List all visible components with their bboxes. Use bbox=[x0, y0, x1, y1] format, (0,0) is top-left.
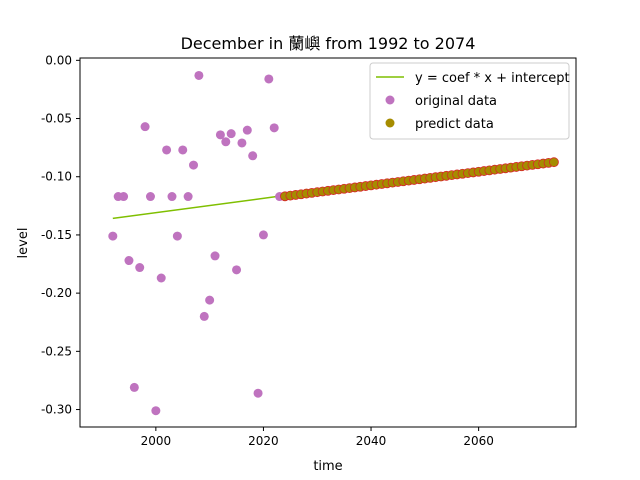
original-data-point bbox=[232, 265, 242, 275]
axis-ticks: 2000 2020 2040 2060 0.00 -0.05 -0.10 -0.15 -0.20… bbox=[41, 53, 494, 448]
plot-marks bbox=[108, 70, 559, 416]
original-data-point bbox=[210, 251, 220, 261]
original-data-point bbox=[269, 123, 279, 133]
original-data-point bbox=[172, 231, 182, 241]
original-data-point bbox=[135, 263, 145, 273]
original-data-point bbox=[178, 145, 188, 155]
original-data-point bbox=[221, 137, 231, 147]
original-data-point bbox=[258, 230, 268, 240]
y-tick-label: -0.25 bbox=[41, 344, 72, 358]
x-tick-label: 2020 bbox=[248, 434, 279, 448]
x-tick-label: 2060 bbox=[463, 434, 494, 448]
original-data-point bbox=[253, 388, 263, 398]
y-tick-label: -0.20 bbox=[41, 286, 72, 300]
y-tick-label: -0.10 bbox=[41, 170, 72, 184]
original-data-point bbox=[205, 295, 215, 305]
original-data-point bbox=[129, 382, 139, 392]
original-data-point bbox=[108, 231, 118, 241]
y-tick-label: -0.15 bbox=[41, 228, 72, 242]
original-data-point bbox=[124, 256, 134, 266]
original-data-point bbox=[145, 192, 155, 202]
x-axis-label: time bbox=[313, 459, 342, 474]
original-data-point bbox=[264, 74, 274, 84]
y-axis-label: level bbox=[16, 228, 31, 259]
original-data-point bbox=[199, 311, 209, 321]
original-data-point bbox=[119, 192, 129, 202]
x-tick-label: 2000 bbox=[141, 434, 172, 448]
legend-box bbox=[369, 62, 570, 140]
y-tick-label: 0.00 bbox=[45, 53, 72, 67]
original-data-point bbox=[242, 125, 252, 135]
original-data-point bbox=[248, 151, 258, 161]
legend-original-marker bbox=[385, 95, 395, 105]
legend: y = coef * x + intercept original data p… bbox=[369, 62, 570, 140]
original-data-point bbox=[156, 273, 166, 283]
plot-frame bbox=[79, 57, 577, 428]
original-data-point bbox=[151, 406, 161, 416]
legend-label-line: y = coef * x + intercept bbox=[415, 71, 570, 86]
chart-title: December in 蘭嶼 from 1992 to 2074 bbox=[181, 34, 476, 53]
original-data-point bbox=[140, 122, 150, 132]
original-data-point bbox=[226, 129, 236, 139]
original-data-point bbox=[183, 192, 193, 202]
predict-data-point bbox=[549, 157, 559, 168]
original-data-point bbox=[189, 160, 199, 170]
y-tick-label: -0.30 bbox=[41, 403, 72, 417]
original-data-point bbox=[237, 138, 247, 148]
y-tick-label: -0.05 bbox=[41, 112, 72, 126]
legend-label-predict: predict data bbox=[415, 117, 494, 132]
original-data-point bbox=[194, 70, 204, 80]
original-data-point bbox=[167, 192, 177, 202]
legend-predict-marker bbox=[385, 118, 395, 128]
original-data-point bbox=[162, 145, 172, 155]
legend-label-original: original data bbox=[415, 94, 497, 109]
x-tick-label: 2040 bbox=[356, 434, 387, 448]
regression-line bbox=[112, 195, 280, 220]
original-data-point bbox=[215, 130, 225, 140]
